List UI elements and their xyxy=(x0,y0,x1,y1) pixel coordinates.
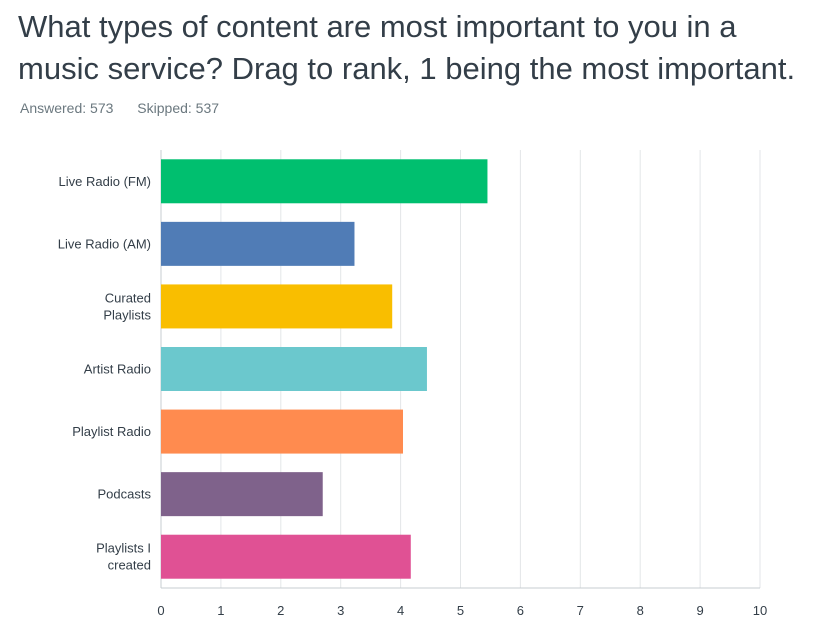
bar xyxy=(161,347,427,391)
category-label: Live Radio (FM) xyxy=(59,174,151,189)
x-tick-label: 2 xyxy=(277,603,284,618)
bar xyxy=(161,221,355,266)
bar xyxy=(161,472,323,517)
skipped-count: Skipped: 537 xyxy=(137,100,220,116)
category-label: Artist Radio xyxy=(84,362,151,377)
x-tick-label: 3 xyxy=(337,603,344,618)
category-label: Playlist Radio xyxy=(72,424,151,439)
x-tick-label: 6 xyxy=(517,603,524,618)
bar xyxy=(161,159,488,204)
category-label: Podcasts xyxy=(98,487,152,502)
x-tick-label: 0 xyxy=(157,603,164,618)
x-axis-ticks: 0 1 2 3 4 5 6 7 8 9 10 xyxy=(157,603,767,618)
bars xyxy=(161,159,488,579)
bar xyxy=(161,284,393,329)
bar xyxy=(161,534,411,579)
x-tick-label: 4 xyxy=(397,603,404,618)
x-tick-label: 1 xyxy=(217,603,224,618)
category-label: Live Radio (AM) xyxy=(58,236,151,251)
category-label: Curated xyxy=(105,290,151,305)
x-tick-label: 7 xyxy=(577,603,584,618)
x-tick-label: 8 xyxy=(637,603,644,618)
x-tick-label: 10 xyxy=(753,603,767,618)
category-label: Playlists I xyxy=(96,541,151,556)
answered-count: Answered: 573 xyxy=(20,100,114,116)
x-tick-label: 9 xyxy=(696,603,703,618)
response-stats: Answered: 573 Skipped: 537 xyxy=(20,100,219,116)
x-tick-label: 5 xyxy=(457,603,464,618)
category-label: Playlists xyxy=(103,307,151,322)
bar xyxy=(161,409,403,454)
question-title: What types of content are most important… xyxy=(18,9,796,86)
category-label: created xyxy=(108,558,151,573)
category-labels: Live Radio (FM) Live Radio (AM) Curated Pla… xyxy=(58,174,152,573)
